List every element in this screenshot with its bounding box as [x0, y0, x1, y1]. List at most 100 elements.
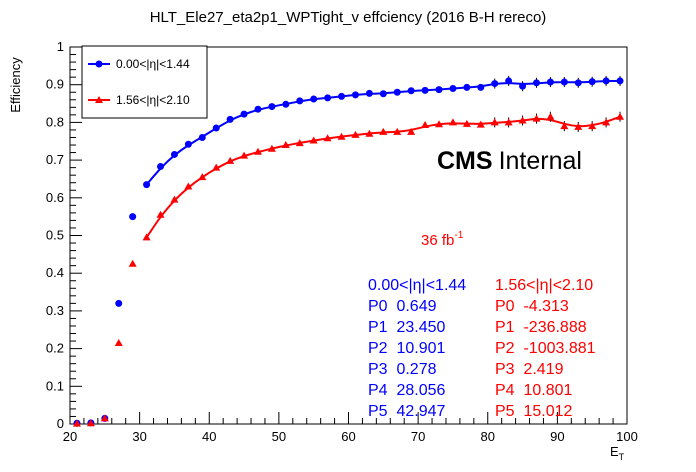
data-point-blue [129, 213, 137, 221]
data-point-blue [463, 83, 471, 91]
data-point-red [281, 141, 290, 149]
fit-header-blue: 0.00<|η|<1.44 [368, 277, 466, 294]
cms-label-rest: Internal [499, 147, 582, 175]
data-point-red [365, 129, 374, 137]
data-point-blue [393, 88, 401, 96]
y-tick-label: 0.5 [46, 228, 64, 243]
x-axis-label-sub: T [619, 452, 625, 462]
data-point-red [476, 120, 485, 128]
y-tick-label: 0.4 [46, 265, 64, 280]
fit-param-red: P5 15.012 [495, 403, 573, 420]
data-point-red [421, 121, 430, 129]
legend-marker-red [95, 96, 103, 103]
data-point-red [170, 195, 179, 203]
y-tick-label: 0.3 [46, 303, 64, 318]
fit-parameters-red: 1.56<|η|<2.10 P0 -4.313 P1 -236.888 P2 -… [495, 277, 596, 420]
legend-label-red: 1.56<|η|<2.10 [116, 93, 190, 107]
data-point-blue [574, 79, 582, 87]
legend-box [81, 45, 208, 119]
fit-param-blue: P2 10.901 [368, 340, 446, 357]
fit-param-red: P4 10.801 [495, 382, 573, 399]
data-point-red [295, 139, 304, 147]
data-point-blue [226, 115, 234, 123]
data-point-red [184, 182, 193, 190]
data-point-blue [491, 80, 499, 88]
x-tick-label: 30 [132, 429, 146, 444]
data-point-blue [532, 79, 540, 87]
luminosity-value: 36 fb [421, 232, 454, 249]
y-tick-label: 0.7 [46, 152, 64, 167]
fit-param-red: P3 2.419 [495, 361, 564, 378]
x-tick-label: 60 [341, 429, 355, 444]
data-point-blue [198, 133, 206, 141]
fit-param-blue: P4 28.056 [368, 382, 446, 399]
x-axis-label-main: E [610, 444, 619, 459]
x-tick-label: 20 [63, 429, 77, 444]
data-point-blue [421, 86, 429, 94]
data-point-blue [282, 100, 290, 108]
y-tick-label: 0 [57, 416, 64, 431]
y-tick-label: 0.2 [46, 341, 64, 356]
data-point-blue [157, 163, 165, 171]
data-point-red [393, 127, 402, 135]
luminosity-label: 36 fb-1 [421, 230, 464, 249]
y-tick-label: 0.6 [46, 190, 64, 205]
chart-title: HLT_Ele27_eta2p1_WPTight_v effciency (20… [150, 9, 547, 26]
fit-param-red: P1 -236.888 [495, 319, 587, 336]
y-tick-label: 0.9 [46, 77, 64, 92]
data-point-blue [324, 94, 332, 102]
data-point-blue [351, 91, 359, 99]
data-point-blue [546, 78, 554, 86]
data-points [72, 75, 625, 427]
x-tick-label: 100 [616, 429, 638, 444]
data-point-red [309, 136, 318, 144]
legend: 0.00<|η|<1.44 1.56<|η|<2.10 [81, 45, 208, 119]
fit-header-red: 1.56<|η|<2.10 [495, 277, 593, 294]
data-point-blue [435, 86, 443, 94]
luminosity-exponent: -1 [454, 230, 463, 241]
data-point-blue [477, 83, 485, 91]
data-point-red [212, 163, 221, 171]
cms-label: CMS Internal [437, 147, 582, 175]
x-tick-label: 40 [202, 429, 216, 444]
data-point-blue [212, 124, 220, 132]
data-point-red [226, 156, 235, 164]
data-point-red [546, 112, 555, 120]
data-point-blue [449, 84, 457, 92]
fit-param-blue: P3 0.278 [368, 361, 437, 378]
data-point-red [518, 116, 527, 124]
data-point-blue [115, 299, 123, 307]
y-tick-label: 0.8 [46, 114, 64, 129]
data-point-red [351, 130, 360, 138]
fit-param-blue: P0 0.649 [368, 298, 437, 315]
data-point-red [574, 122, 583, 130]
data-point-red [156, 210, 165, 218]
x-axis-label: ET [610, 444, 625, 462]
x-tick-label: 70 [411, 429, 425, 444]
data-point-blue [170, 150, 178, 158]
data-point-red [379, 127, 388, 135]
x-tick-label: 90 [550, 429, 564, 444]
data-point-red [560, 122, 569, 130]
legend-marker-blue [95, 60, 103, 68]
data-point-blue [310, 95, 318, 103]
fit-param-blue: P1 23.450 [368, 319, 446, 336]
fit-parameters-blue: 0.00<|η|<1.44 P0 0.649 P1 23.450 P2 10.9… [368, 277, 466, 420]
data-point-red [267, 144, 276, 152]
legend-label-blue: 0.00<|η|<1.44 [116, 57, 190, 71]
data-point-red [435, 120, 444, 128]
data-point-red [100, 414, 109, 422]
data-point-red [114, 338, 123, 346]
data-point-blue [616, 77, 624, 85]
data-point-blue [143, 181, 151, 189]
data-point-red [490, 118, 499, 126]
fit-param-blue: P5 42.947 [368, 403, 446, 420]
data-point-red [72, 419, 81, 427]
data-point-blue [505, 77, 513, 85]
x-tick-label: 50 [272, 429, 286, 444]
data-point-blue [407, 87, 415, 95]
data-point-red [86, 419, 95, 427]
data-point-red [616, 112, 625, 120]
data-point-red [602, 118, 611, 126]
data-point-blue [254, 105, 262, 113]
